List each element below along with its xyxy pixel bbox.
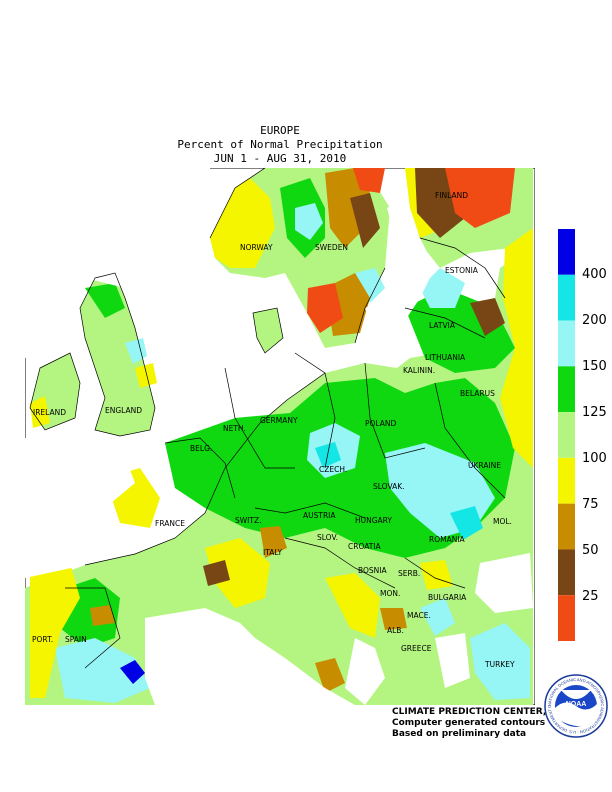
- legend-tick: 50: [582, 543, 599, 558]
- label-france: FRANCE: [155, 519, 185, 528]
- legend-tick: 25: [582, 589, 599, 604]
- label-germany: GERMANY: [260, 416, 298, 425]
- legend-bin: [558, 503, 575, 550]
- label-austria: AUSTRIA: [303, 511, 336, 520]
- legend-tick: 200: [582, 313, 607, 328]
- credit-line-3: Based on preliminary data: [392, 729, 527, 739]
- label-turkey: TURKEY: [484, 660, 515, 669]
- map-region-title: EUROPE: [260, 124, 300, 137]
- map-title: Percent of Normal Precipitation: [177, 138, 383, 151]
- precipitation-map: FINLAND NORWAY SWEDEN ESTONIA LATVIA LIT…: [25, 168, 535, 705]
- map-period: JUN 1 - AUG 31, 2010: [213, 152, 347, 165]
- legend-tick: 400: [582, 267, 607, 282]
- zone-25-50: [203, 168, 505, 586]
- legend-tick: 125: [582, 405, 607, 420]
- label-croatia: CROATIA: [348, 542, 382, 551]
- legend-bin: [558, 412, 575, 458]
- label-greece: GREECE: [401, 644, 432, 653]
- label-lithuania: LITHUANIA: [425, 353, 466, 362]
- legend-bin: [558, 229, 575, 275]
- label-switz: SWITZ.: [235, 516, 262, 525]
- zone-under-25: [307, 168, 515, 333]
- label-bosnia: BOSNIA: [358, 566, 387, 575]
- label-belg: BELG.: [190, 444, 212, 453]
- label-estonia: ESTONIA: [445, 266, 479, 275]
- label-mace: MACE.: [407, 611, 431, 620]
- label-sweden: SWEDEN: [315, 243, 348, 252]
- label-belarus: BELARUS: [460, 389, 495, 398]
- legend-bin: [558, 366, 575, 413]
- label-slovak: SLOVAK.: [373, 482, 405, 491]
- label-slov: SLOV.: [317, 533, 338, 542]
- legend-color-bar: [558, 229, 575, 641]
- label-ireland: IRELAND: [33, 408, 66, 417]
- legend-bin: [558, 549, 575, 596]
- label-hungary: HUNGARY: [355, 516, 392, 525]
- label-england: ENGLAND: [105, 406, 142, 415]
- label-finland: FINLAND: [435, 191, 468, 200]
- credit-line-1: CLIMATE PREDICTION CENTER, NOAA: [392, 707, 579, 717]
- label-latvia: LATVIA: [429, 321, 456, 330]
- country-borders: [29, 168, 506, 669]
- legend-tick: 100: [582, 451, 607, 466]
- legend-bin: [558, 595, 575, 641]
- zone-150-200: [55, 203, 530, 703]
- label-kaliningrad: KALININ.: [403, 366, 435, 375]
- label-port: PORT.: [32, 635, 53, 644]
- label-norway: NORWAY: [240, 243, 273, 252]
- label-mol: MOL.: [493, 517, 512, 526]
- label-neth: NETH.: [223, 424, 246, 433]
- label-bulgaria: BULGARIA: [428, 593, 467, 602]
- legend-tick: 150: [582, 359, 607, 374]
- credit-line-2: Computer generated contours: [392, 718, 546, 728]
- label-czech: CZECH.: [319, 465, 347, 474]
- label-ukraine: UKRAINE: [468, 461, 501, 470]
- label-alb: ALB.: [387, 626, 404, 635]
- zone-200-400: [315, 442, 483, 540]
- label-romania: ROMANIA: [429, 535, 466, 544]
- legend-bin: [558, 274, 575, 321]
- label-mon: MON.: [380, 589, 400, 598]
- country-labels: FINLAND NORWAY SWEDEN ESTONIA LATVIA LIT…: [32, 191, 515, 669]
- legend-bin: [558, 457, 575, 504]
- label-poland: POLAND: [365, 419, 397, 428]
- noaa-logo-wave: [555, 702, 597, 727]
- label-spain: SPAIN: [65, 635, 87, 644]
- sea-areas: [25, 168, 533, 705]
- legend-bin: [558, 320, 575, 367]
- label-serb: SERB.: [398, 569, 420, 578]
- label-italy: ITALY: [263, 548, 283, 557]
- legend-tick: 75: [582, 497, 599, 512]
- noaa-logo-bird: [561, 690, 591, 699]
- noaa-logo-text: NOAA: [566, 701, 587, 708]
- noaa-logo: NOAA NATIONAL OCEANIC AND ATMOSPHERIC AD…: [543, 668, 608, 738]
